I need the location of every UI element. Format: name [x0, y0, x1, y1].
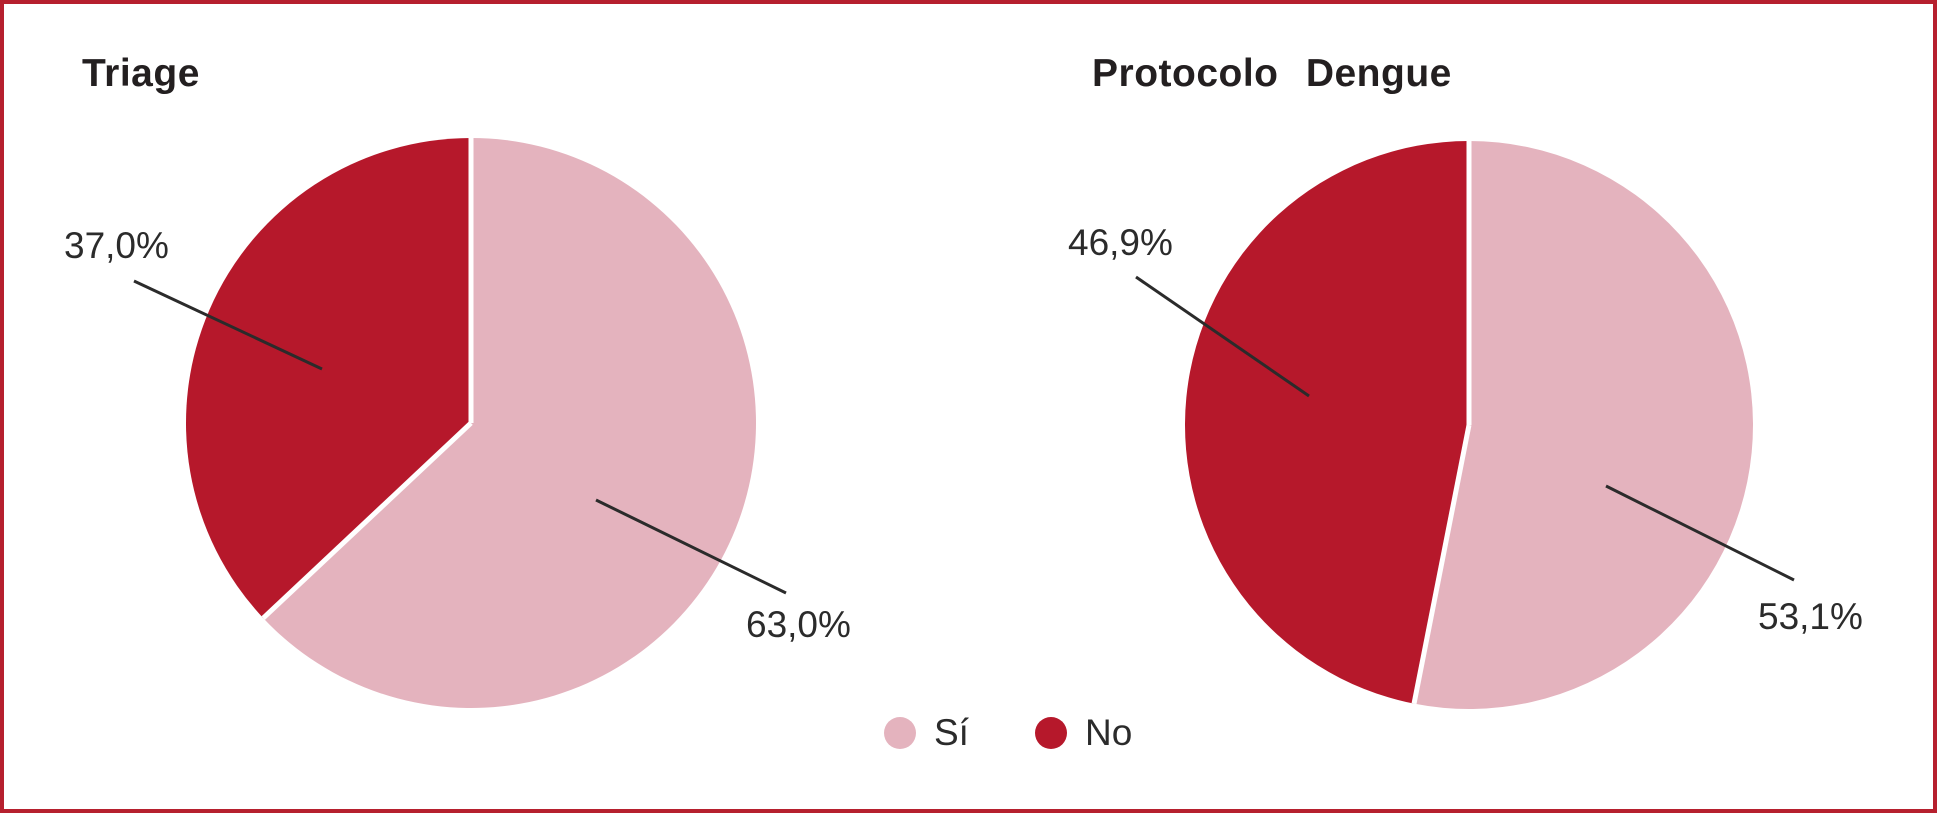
- pie-title-protocolo-dengue: Protocolo Dengue: [1092, 52, 1452, 95]
- slice-divider: [261, 421, 473, 620]
- leader-line-1-sí: [1605, 484, 1795, 582]
- value-label-triage-si: 63,0%: [746, 604, 851, 645]
- legend-swatch-no-icon: [1034, 717, 1067, 749]
- legend-swatch-si-icon: [884, 717, 916, 749]
- legend: Sí No: [884, 712, 1132, 754]
- pie-1-slice-no: [1185, 141, 1469, 704]
- legend-label-no: No: [1084, 712, 1133, 753]
- legend-label-si: Sí: [934, 712, 969, 753]
- pie-title-triage: Triage: [82, 52, 200, 95]
- leader-line-0-sí: [595, 498, 787, 595]
- value-label-triage-no: 37,0%: [64, 225, 169, 266]
- slice-divider: [1411, 424, 1472, 705]
- leader-line-1-no: [1135, 275, 1310, 398]
- pie-1-slice-sí: [1414, 141, 1753, 709]
- leader-line-0-no: [133, 279, 323, 371]
- value-label-protocolo-no: 46,9%: [1068, 222, 1173, 263]
- value-label-protocolo-si: 53,1%: [1758, 596, 1863, 637]
- pie-charts-canvas: [133, 138, 1795, 709]
- legend-item-no: No: [1034, 712, 1133, 754]
- pie-0-slice-sí: [263, 138, 756, 708]
- pie-0-slice-no: [186, 138, 472, 619]
- legend-item-si: Sí: [884, 712, 969, 754]
